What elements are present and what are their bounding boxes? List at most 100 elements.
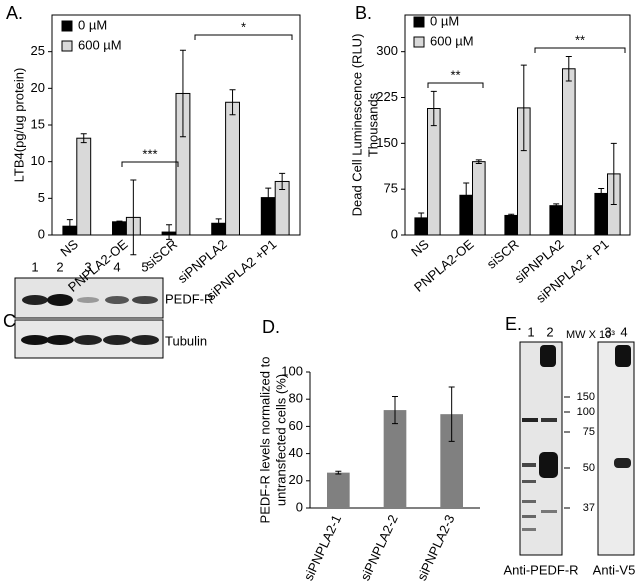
y-tick-label: 5 [38, 190, 45, 205]
lane-label: 3 [84, 259, 91, 274]
bar [76, 137, 92, 236]
y-tick-label: 75 [384, 181, 398, 196]
y-tick-label: 0 [391, 226, 398, 241]
error-bar [463, 182, 470, 208]
lane-label: 1 [527, 324, 534, 339]
legend-label: 0 µM [430, 13, 459, 28]
lane-label: 2 [546, 324, 553, 339]
x-tick-label: siSCR [142, 236, 180, 271]
mw-marker: 37 [583, 502, 595, 514]
y-tick-label: 150 [376, 135, 398, 150]
x-tick-label: NS [57, 236, 81, 259]
error-bar [508, 213, 515, 218]
legend-label: 600 µM [430, 33, 474, 48]
bar [472, 161, 486, 236]
bar [225, 101, 240, 236]
y-axis-label: Dead Cell Luminescence (RLU) [349, 34, 364, 217]
error-bar [598, 188, 605, 199]
error-bar [116, 220, 123, 224]
lane-label: 5 [141, 259, 148, 274]
y-tick-label: 225 [376, 89, 398, 104]
error-bar [130, 179, 137, 256]
lane-label: 4 [113, 259, 120, 274]
blot-bands [522, 345, 631, 531]
error-bar [448, 386, 455, 442]
blot-row-label: PEDF-R [165, 291, 213, 306]
panel-label: A. [6, 3, 23, 23]
error-bar [166, 224, 173, 240]
y-axis-label: LTB4(pg/ug protein) [11, 68, 26, 183]
significance-label: * [241, 19, 246, 34]
legend-label: 0 µM [78, 17, 107, 32]
blot-bands [21, 294, 159, 345]
bar [112, 221, 127, 236]
bar [327, 472, 350, 508]
lane-label: 2 [56, 259, 63, 274]
blot-caption: Anti-V5 [593, 562, 636, 577]
y-tick-label: 20 [289, 472, 303, 487]
blot-strip [597, 341, 635, 556]
legend-swatch [61, 40, 73, 52]
significance-bracket [194, 34, 293, 40]
y-tick-label: 15 [31, 116, 45, 131]
bar [562, 68, 576, 236]
significance-bracket [534, 47, 626, 53]
error-bar [80, 133, 87, 144]
y-axis-label: untransfected cells (%) [273, 374, 288, 506]
significance-label: *** [142, 146, 157, 161]
error-bar [335, 470, 342, 475]
blot-caption: Anti-PEDF-R [503, 562, 578, 577]
significance-label: ** [450, 67, 460, 82]
error-bar [475, 159, 482, 164]
bar [549, 205, 564, 236]
error-bar [430, 90, 437, 127]
error-bar [179, 49, 186, 138]
y-tick-label: 100 [281, 363, 303, 378]
panel-label: D. [262, 317, 280, 337]
bar [383, 410, 407, 508]
y-axis-label: PEDF-R levels normalized to [257, 357, 272, 524]
y-axis-label: Thousands [365, 92, 380, 157]
y-tick-label: 0 [38, 226, 45, 241]
x-tick-label: NS [408, 236, 432, 259]
x-tick-label: siSCR [484, 236, 522, 271]
bar [440, 414, 463, 508]
legend-label: 600 µM [78, 37, 122, 52]
error-bar [229, 89, 236, 116]
y-tick-label: 20 [31, 80, 45, 95]
error-bar [553, 203, 560, 208]
error-bar [392, 395, 398, 425]
blot-strip [519, 341, 563, 556]
legend-swatch [413, 16, 425, 28]
y-tick-label: 40 [289, 445, 303, 460]
lane-label: 4 [620, 324, 627, 339]
y-tick-label: 0 [296, 499, 303, 514]
y-tick-label: 80 [289, 391, 303, 406]
error-bar [418, 212, 425, 224]
significance-bracket [121, 161, 179, 167]
y-tick-label: 60 [289, 418, 303, 433]
lane-label: 3 [604, 324, 611, 339]
legend-swatch [61, 20, 73, 32]
mw-marker: 50 [583, 462, 595, 474]
bar [504, 214, 518, 236]
mw-ticks [564, 396, 570, 509]
error-bar [565, 56, 572, 82]
x-tick-label: siPNPLA2-1 [301, 512, 345, 581]
y-tick-label: 300 [376, 43, 398, 58]
mw-label: MW X 10³ [566, 329, 615, 341]
significance-label: ** [575, 32, 585, 47]
error-bar [520, 64, 527, 152]
bar [427, 108, 441, 236]
bar [594, 192, 609, 236]
mw-marker: 75 [583, 426, 595, 438]
mw-marker: 150 [577, 391, 595, 403]
legend-swatch [413, 36, 425, 48]
error-bar [265, 187, 272, 208]
error-bar [215, 218, 222, 229]
panel-label: E. [505, 314, 522, 334]
y-tick-label: 10 [31, 153, 45, 168]
error-bar [279, 172, 286, 191]
lane-label: 1 [31, 259, 38, 274]
